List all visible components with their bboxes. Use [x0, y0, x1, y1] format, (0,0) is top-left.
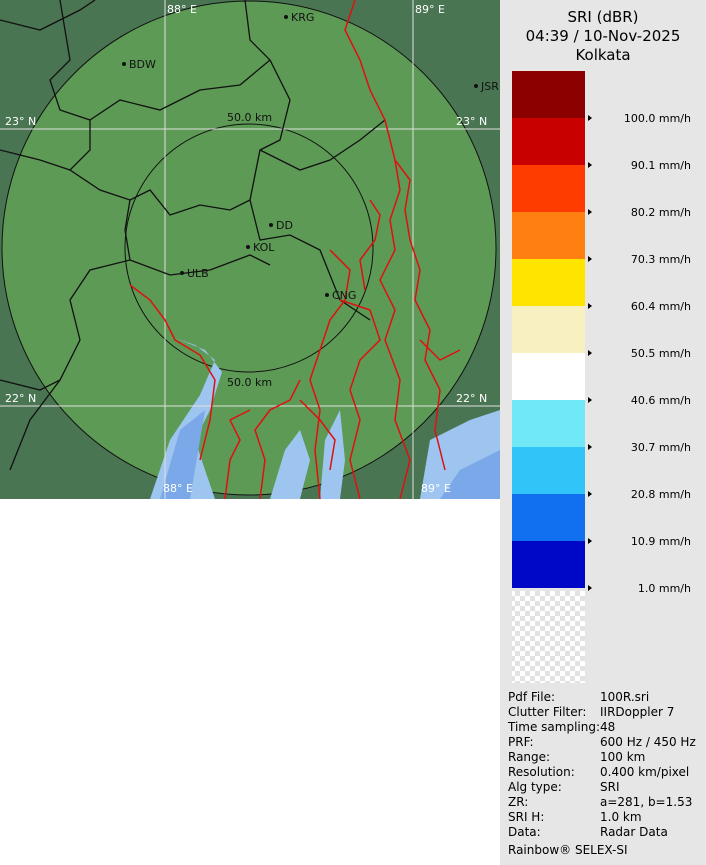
info-value: IIRDoppler 7 — [600, 705, 675, 719]
info-value: 100R.sri — [600, 690, 650, 704]
grid-label: 23° N — [5, 115, 36, 128]
legend-tick — [588, 585, 592, 591]
legend-tick — [588, 350, 592, 356]
legend-swatch — [512, 400, 585, 447]
grid-label: 22° N — [456, 392, 487, 405]
grid-label: 88° E — [167, 3, 197, 16]
product-title: SRI (dBR) — [567, 8, 639, 26]
grid-label: 22° N — [5, 392, 36, 405]
legend-swatch — [512, 494, 585, 541]
info-key: SRI H: — [508, 810, 545, 824]
place-dot — [122, 62, 126, 66]
legend-label: 70.3 mm/h — [631, 253, 691, 266]
legend-label: 10.9 mm/h — [631, 535, 691, 548]
place-dot — [246, 245, 250, 249]
legend-swatch — [512, 165, 585, 212]
range-label: 50.0 km — [227, 111, 272, 124]
info-value: 1.0 km — [600, 810, 642, 824]
legend-swatch — [512, 541, 585, 588]
info-value: 100 km — [600, 750, 646, 764]
range-ring-inner — [124, 123, 374, 373]
info-key: Resolution: — [508, 765, 575, 779]
place-dot — [180, 271, 184, 275]
legend-tick — [588, 538, 592, 544]
range-label: 50.0 km — [227, 376, 272, 389]
info-key: Range: — [508, 750, 551, 764]
info-value: 600 Hz / 450 Hz — [600, 735, 696, 749]
legend-tick — [588, 256, 592, 262]
district-boundaries — [0, 0, 386, 471]
info-key: Data: — [508, 825, 541, 839]
legend-label: 40.6 mm/h — [631, 394, 691, 407]
grid-label: 89° E — [421, 482, 451, 495]
grid-label: 88° E — [163, 482, 193, 495]
legend-label: 1.0 mm/h — [638, 582, 691, 595]
legend-label: 90.1 mm/h — [631, 159, 691, 172]
place-dot — [325, 293, 329, 297]
place-dot — [284, 15, 288, 19]
legend: 100.0 mm/h 90.1 mm/h 80.2 mm/h 70.3 mm/h 60.… — [512, 71, 691, 683]
legend-swatch — [512, 353, 585, 400]
info-key: Alg type: — [508, 780, 562, 794]
place-label: DD — [276, 219, 293, 232]
water-deep — [160, 410, 500, 499]
legend-tick — [588, 209, 592, 215]
footer: Rainbow® SELEX-SI — [508, 843, 628, 857]
place-label: ULB — [187, 267, 209, 280]
legend-swatch — [512, 71, 585, 118]
legend-tick — [588, 162, 592, 168]
info-key: Pdf File: — [508, 690, 556, 704]
legend-label: 30.7 mm/h — [631, 441, 691, 454]
legend-swatch — [512, 306, 585, 353]
legend-swatch — [512, 212, 585, 259]
info-key: Clutter Filter: — [508, 705, 587, 719]
grid-label: 89° E — [415, 3, 445, 16]
legend-tick — [588, 115, 592, 121]
place-label: KRG — [291, 11, 314, 24]
info-key: PRF: — [508, 735, 534, 749]
grid-labels: 88° E 89° E 23° N 23° N 22° N 22° N 88° E 89° E — [5, 3, 487, 495]
place-dot — [474, 84, 478, 88]
legend-label: 50.5 mm/h — [631, 347, 691, 360]
legend-label: 60.4 mm/h — [631, 300, 691, 313]
station: Kolkata — [575, 46, 631, 64]
legend-tick — [588, 397, 592, 403]
grid-label: 23° N — [456, 115, 487, 128]
place-label: JSR — [480, 80, 499, 93]
info-value: a=281, b=1.53 — [600, 795, 693, 809]
place-dot — [269, 223, 273, 227]
legend-label: 100.0 mm/h — [624, 112, 691, 125]
legend-label: 80.2 mm/h — [631, 206, 691, 219]
legend-swatch — [512, 447, 585, 494]
legend-tick — [588, 444, 592, 450]
rivers — [129, 0, 461, 499]
legend-tick — [588, 303, 592, 309]
info-key: ZR: — [508, 795, 529, 809]
place-label: BDW — [129, 58, 156, 71]
legend-swatch — [512, 259, 585, 306]
info-value: 0.400 km/pixel — [600, 765, 690, 779]
info-key: Time sampling: — [508, 720, 601, 734]
info-value: Radar Data — [600, 825, 668, 839]
timestamp: 04:39 / 10-Nov-2025 — [525, 27, 681, 45]
legend-label: 20.8 mm/h — [631, 488, 691, 501]
no-data-swatch — [512, 591, 585, 683]
info-value: 48 — [600, 720, 616, 734]
legend-swatch — [512, 118, 585, 165]
place-label: CNG — [332, 289, 356, 302]
place-label: KOL — [253, 241, 275, 254]
legend-tick — [588, 491, 592, 497]
info-value: SRI — [600, 780, 620, 794]
